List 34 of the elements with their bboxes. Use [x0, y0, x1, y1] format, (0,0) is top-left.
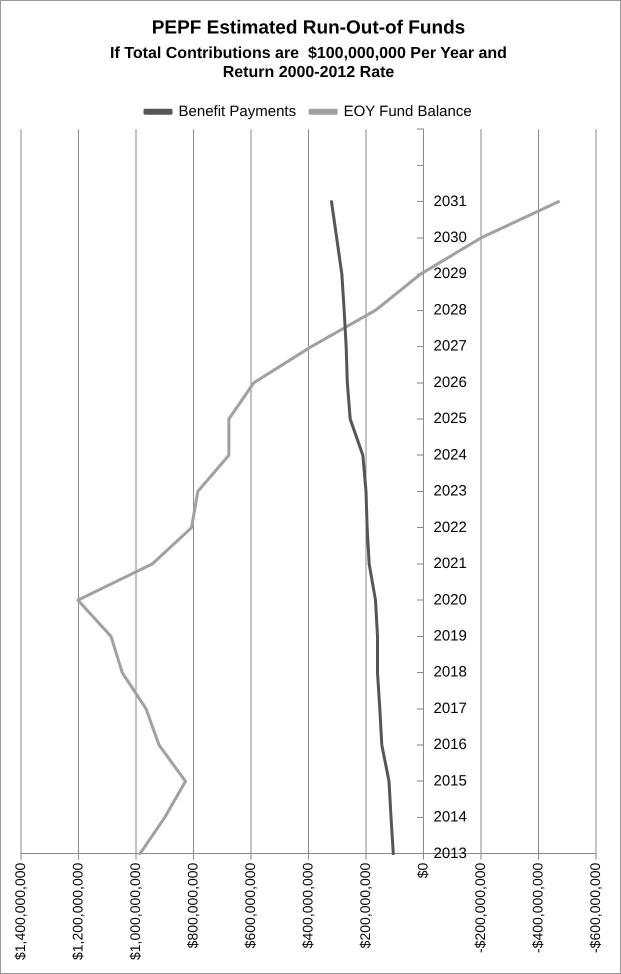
- x-tick-label: $600,000,000: [242, 862, 258, 948]
- y-tick-label: 2014: [434, 808, 467, 826]
- x-tick-label: $800,000,000: [184, 862, 200, 948]
- y-tick-label: 2013: [434, 844, 467, 862]
- x-tick-label: $1,400,000,000: [12, 862, 28, 960]
- x-tick-label: -$400,000,000: [529, 862, 546, 953]
- x-tick-label: -$600,000,000: [586, 862, 603, 953]
- chart-subtitle: If Total Contributions are $100,000,000 Per Year and Return 2000-2012 Rate: [110, 44, 507, 82]
- x-tick-label: -$200,000,000: [472, 862, 488, 953]
- legend-label: Benefit Payments: [178, 102, 296, 120]
- y-tick-label: 2026: [434, 374, 467, 391]
- x-tick-label: $1,200,000,000: [69, 862, 86, 960]
- chart-title: PEPF Estimated Run-Out-of Funds: [152, 18, 466, 39]
- y-tick-label: 2019: [434, 627, 467, 644]
- y-tick-label: 2031: [434, 192, 467, 210]
- y-tick-label: 2025: [434, 410, 467, 428]
- y-tick-label: 2030: [434, 229, 467, 246]
- y-tick-label: 2024: [434, 446, 467, 464]
- y-tick-label: 2023: [434, 482, 467, 500]
- y-tick-label: 2022: [434, 518, 467, 536]
- x-tick-label: $400,000,000: [299, 862, 316, 948]
- y-tick-label: 2021: [434, 555, 467, 572]
- y-tick-label: 2020: [434, 591, 467, 608]
- y-tick-label: 2028: [434, 301, 467, 318]
- x-tick-label: $200,000,000: [356, 862, 373, 948]
- y-tick-label: 2027: [434, 338, 467, 355]
- y-tick-label: 2016: [434, 736, 467, 754]
- y-tick-label: 2029: [434, 265, 467, 282]
- y-tick-label: 2017: [434, 700, 467, 717]
- x-tick-label: $0: [414, 862, 430, 878]
- y-tick-label: 2018: [434, 664, 467, 681]
- y-tick-label: 2015: [434, 772, 467, 790]
- legend-label: EOY Fund Balance: [344, 102, 472, 120]
- x-tick-label: $1,000,000,000: [126, 862, 143, 960]
